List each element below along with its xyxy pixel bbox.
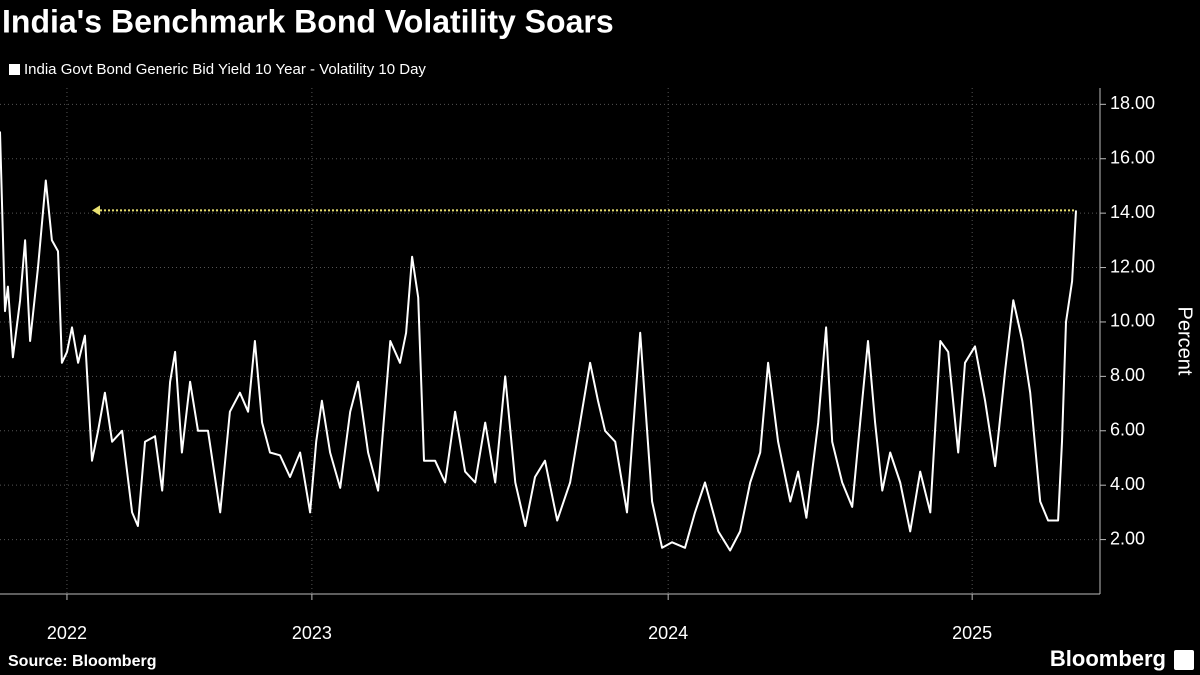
- chart-title: India's Benchmark Bond Volatility Soars: [2, 3, 614, 39]
- legend-label: India Govt Bond Generic Bid Yield 10 Yea…: [24, 61, 426, 78]
- y-tick-label: 10.00: [1110, 311, 1155, 331]
- brand-icon: [1174, 650, 1194, 670]
- last-value-arrow: [92, 205, 100, 216]
- brand: Bloomberg: [1050, 646, 1166, 671]
- x-tick-label: 2024: [648, 623, 688, 643]
- y-axis-title: Percent: [1174, 307, 1196, 376]
- y-tick-label: 18.00: [1110, 93, 1155, 113]
- series-line: [0, 131, 1077, 552]
- y-tick-label: 4.00: [1110, 474, 1145, 494]
- y-tick-label: 8.00: [1110, 365, 1145, 385]
- x-tick-label: 2023: [292, 623, 332, 643]
- y-tick-label: 16.00: [1110, 147, 1155, 167]
- y-tick-label: 6.00: [1110, 420, 1145, 440]
- y-tick-label: 14.00: [1110, 202, 1155, 222]
- y-tick-label: 12.00: [1110, 256, 1155, 276]
- x-tick-label: 2025: [952, 623, 992, 643]
- x-tick-label: 2022: [47, 623, 87, 643]
- y-tick-label: 2.00: [1110, 528, 1145, 548]
- legend-swatch: [9, 64, 20, 75]
- source: Source: Bloomberg: [8, 653, 156, 670]
